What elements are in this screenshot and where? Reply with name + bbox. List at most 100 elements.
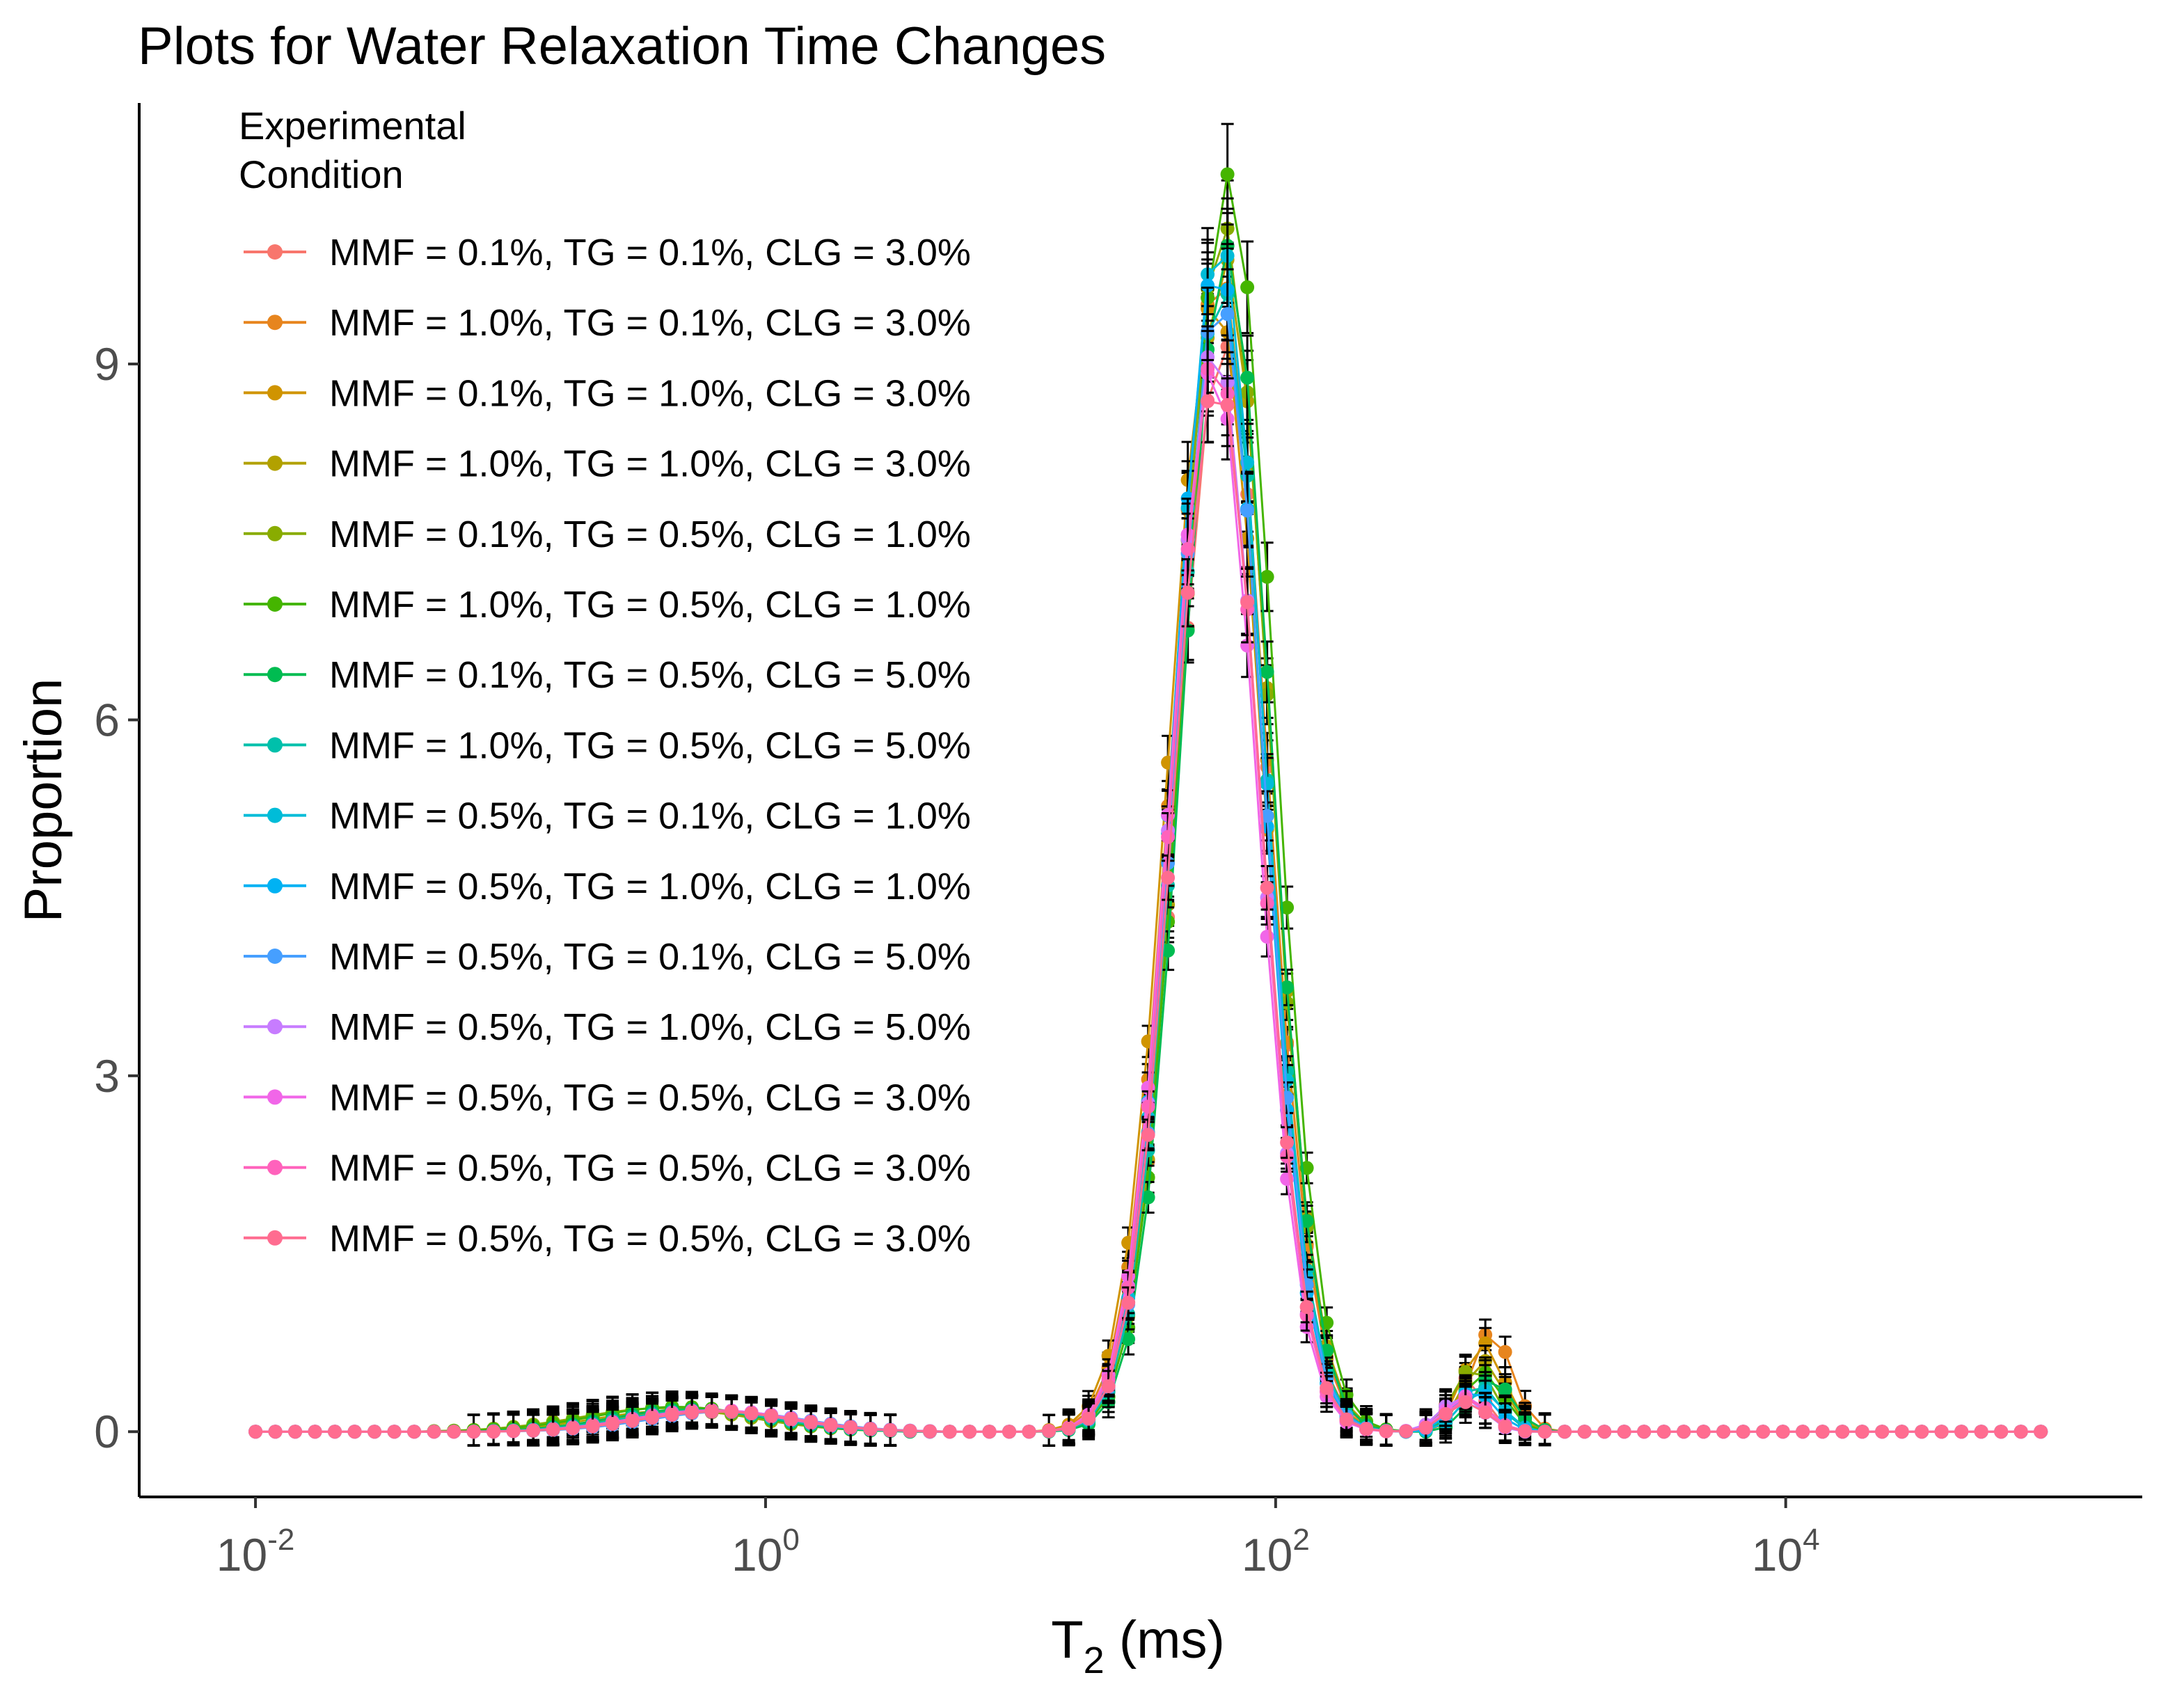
data-point — [1399, 1424, 1414, 1438]
legend-label: MMF = 0.1%, TG = 1.0%, CLG = 3.0% — [329, 372, 971, 414]
data-point — [1180, 585, 1195, 600]
data-point — [1082, 1411, 1096, 1426]
legend-key-point — [267, 1019, 283, 1035]
data-point — [466, 1425, 481, 1439]
series-10 — [248, 238, 2048, 1447]
data-point — [1141, 1100, 1155, 1114]
legend-label: MMF = 1.0%, TG = 1.0%, CLG = 3.0% — [329, 443, 971, 485]
data-point — [1141, 1190, 1155, 1205]
y-axis-title: Proportion — [14, 679, 73, 923]
legend-label: MMF = 1.0%, TG = 0.1%, CLG = 3.0% — [329, 302, 971, 344]
data-point — [248, 1425, 263, 1439]
data-point — [1240, 370, 1255, 385]
legend-item: MMF = 0.5%, TG = 0.1%, CLG = 1.0% — [244, 795, 971, 837]
legend-label: MMF = 0.5%, TG = 0.5%, CLG = 3.0% — [329, 1218, 971, 1260]
data-point — [665, 1408, 679, 1422]
data-point — [566, 1421, 580, 1436]
y-tick-label: 6 — [94, 694, 120, 745]
legend-item: MMF = 0.1%, TG = 0.5%, CLG = 1.0% — [244, 514, 971, 555]
data-point — [1299, 1300, 1314, 1314]
legend-item: MMF = 0.5%, TG = 1.0%, CLG = 1.0% — [244, 866, 971, 907]
legend-item: MMF = 0.5%, TG = 0.5%, CLG = 3.0% — [244, 1077, 971, 1118]
data-point — [1240, 595, 1255, 610]
series-15 — [248, 358, 2048, 1447]
legend-label: MMF = 0.5%, TG = 0.5%, CLG = 3.0% — [329, 1148, 971, 1189]
data-point — [1498, 1345, 1512, 1359]
x-tick-label-base: 10 — [1752, 1529, 1803, 1580]
legend-item: MMF = 0.5%, TG = 0.1%, CLG = 5.0% — [244, 936, 971, 978]
data-point — [1260, 809, 1274, 823]
data-point — [1775, 1425, 1790, 1439]
legend-key-point — [267, 1159, 283, 1175]
data-point — [982, 1425, 997, 1439]
data-point — [1280, 980, 1295, 994]
data-point — [407, 1425, 422, 1439]
legend-key-point — [267, 596, 283, 612]
legend-key-point — [267, 949, 283, 964]
legend-item: MMF = 0.1%, TG = 0.1%, CLG = 3.0% — [244, 232, 971, 273]
legend-label: MMF = 0.5%, TG = 0.1%, CLG = 5.0% — [329, 936, 971, 978]
x-tick-label-base: 10 — [1242, 1529, 1292, 1580]
data-point — [1558, 1425, 1572, 1439]
data-point — [942, 1425, 957, 1439]
data-point — [1716, 1425, 1731, 1439]
data-point — [685, 1405, 699, 1420]
data-point — [823, 1418, 838, 1432]
data-point — [1577, 1425, 1592, 1439]
data-point — [1022, 1425, 1036, 1439]
data-point — [704, 1404, 719, 1419]
data-point — [1042, 1424, 1057, 1438]
data-point — [1101, 1379, 1116, 1393]
legend-key-point — [267, 244, 283, 260]
x-axis-title: T2 (ms) — [1051, 1610, 1225, 1681]
data-point — [1934, 1425, 1949, 1439]
data-point — [606, 1417, 620, 1431]
legend-title-line-2: Condition — [239, 152, 404, 196]
legend-label: MMF = 1.0%, TG = 0.5%, CLG = 5.0% — [329, 724, 971, 766]
data-point — [1161, 943, 1176, 958]
data-point — [546, 1422, 560, 1437]
legend-label: MMF = 0.1%, TG = 0.5%, CLG = 5.0% — [329, 654, 971, 696]
x-axis-title-base: T — [1051, 1610, 1083, 1670]
data-point — [1121, 1332, 1136, 1347]
data-point — [1696, 1425, 1711, 1439]
data-point — [963, 1425, 977, 1439]
data-point — [367, 1425, 382, 1439]
data-point — [1855, 1425, 1869, 1439]
legend-key-point — [267, 385, 283, 401]
x-axis-title-subscript: 2 — [1084, 1640, 1105, 1681]
plot-area — [248, 122, 2048, 1447]
data-point — [486, 1425, 501, 1439]
data-point — [447, 1425, 461, 1439]
data-point — [625, 1413, 640, 1428]
data-point — [308, 1425, 322, 1439]
x-tick-label: 102 — [1242, 1523, 1310, 1580]
legend-label: MMF = 0.5%, TG = 1.0%, CLG = 5.0% — [329, 1006, 971, 1048]
legend-label: MMF = 1.0%, TG = 0.5%, CLG = 1.0% — [329, 584, 971, 626]
series-8 — [248, 247, 2048, 1447]
data-point — [725, 1404, 739, 1419]
x-tick-label-exponent: 2 — [1292, 1523, 1309, 1557]
legend-key-point — [267, 667, 283, 683]
data-point — [1974, 1425, 1988, 1439]
data-point — [844, 1420, 858, 1434]
data-point — [1220, 307, 1235, 322]
data-point — [1815, 1425, 1830, 1439]
legend-items: MMF = 0.1%, TG = 0.1%, CLG = 3.0% MMF = 1… — [244, 232, 971, 1260]
data-point — [1418, 1420, 1433, 1435]
data-point — [1617, 1425, 1631, 1439]
legend-item: MMF = 0.1%, TG = 1.0%, CLG = 3.0% — [244, 372, 971, 414]
series-line — [255, 399, 2041, 1433]
x-tick-label: 104 — [1752, 1523, 1820, 1580]
data-point — [1260, 880, 1274, 895]
legend-item: MMF = 0.5%, TG = 0.5%, CLG = 3.0% — [244, 1218, 971, 1260]
x-tick-label: 100 — [731, 1523, 800, 1580]
data-point — [1240, 503, 1255, 518]
data-point — [1240, 280, 1255, 294]
data-point — [1260, 569, 1274, 584]
data-point — [427, 1425, 441, 1439]
data-point — [903, 1424, 917, 1438]
data-point — [645, 1411, 660, 1425]
data-point — [1478, 1336, 1493, 1351]
x-tick-label-exponent: -2 — [267, 1523, 294, 1557]
